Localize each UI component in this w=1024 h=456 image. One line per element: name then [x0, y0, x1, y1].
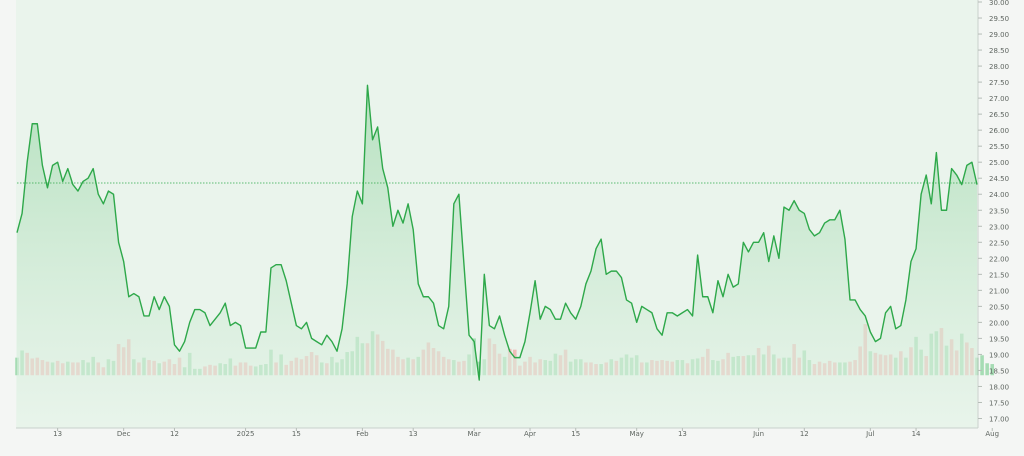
y-tick-label: 27.00: [989, 95, 1009, 103]
y-tick-label: 21.00: [989, 287, 1009, 295]
x-tick-label: Jun: [752, 430, 764, 438]
y-tick-label: 28.00: [989, 63, 1009, 71]
x-tick-label: May: [629, 430, 643, 438]
y-tick-label: 17.50: [989, 399, 1009, 407]
x-tick-label: Dec: [117, 430, 131, 438]
x-tick-label: 15: [292, 430, 301, 438]
y-tick-label: 26.00: [989, 127, 1009, 135]
x-tick-label: 12: [800, 430, 809, 438]
x-tick-label: Apr: [524, 430, 536, 438]
x-axis: 13 Dec 12 2025 15 Feb 13 Mar Apr 15 May 13 Jun 12 Jul 1…: [16, 427, 999, 438]
price-area: [16, 84, 978, 429]
y-tick-label: 26.50: [989, 111, 1009, 119]
x-tick-label: 13: [409, 430, 418, 438]
y-tick-label: 30.00: [989, 0, 1009, 7]
y-tick-label: 20.00: [989, 319, 1009, 327]
y-tick-label: 29.00: [989, 31, 1009, 39]
y-tick-label: 27.50: [989, 79, 1009, 87]
price-line: [16, 84, 978, 381]
y-tick-label: 22.00: [989, 255, 1009, 263]
y-tick-label: 18.00: [989, 383, 1009, 391]
x-tick-label: Mar: [468, 430, 481, 438]
x-tick-label: 2025: [237, 430, 255, 438]
x-tick-label: Jul: [865, 430, 875, 438]
y-tick-label: 29.50: [989, 15, 1009, 23]
y-tick-label: 25.50: [989, 143, 1009, 151]
x-tick-label: 13: [53, 430, 62, 438]
y-tick-label: 21.50: [989, 271, 1009, 279]
y-tick-label: 17.00: [989, 416, 1009, 424]
y-tick-label: 25.00: [989, 159, 1009, 167]
y-axis: 17.00 17.50 18.00 18.50 19.00 19.50 20.00 20.50…: [977, 0, 1009, 428]
y-tick-label: 23.50: [989, 207, 1009, 215]
y-tick-label: 22.50: [989, 239, 1009, 247]
y-tick-label: 28.50: [989, 47, 1009, 55]
volume-bar: [985, 363, 989, 376]
volume-bar: [980, 355, 984, 376]
volume-bar: [990, 364, 995, 376]
x-tick-label: 12: [170, 430, 179, 438]
x-tick-label: 14: [912, 430, 921, 438]
x-tick-label: Aug: [985, 430, 999, 438]
y-tick-label: 19.00: [989, 351, 1009, 359]
y-tick-label: 19.50: [989, 335, 1009, 343]
x-tick-label: Feb: [356, 430, 369, 438]
x-tick-label: 15: [571, 430, 580, 438]
y-tick-label: 20.50: [989, 303, 1009, 311]
y-tick-label: 24.50: [989, 175, 1009, 183]
y-tick-label: 24.00: [989, 191, 1009, 199]
y-tick-label: 23.00: [989, 223, 1009, 231]
price-area-fill: [17, 85, 977, 429]
y-tick-label: 18.50: [989, 367, 1009, 375]
x-tick-label: 13: [678, 430, 687, 438]
